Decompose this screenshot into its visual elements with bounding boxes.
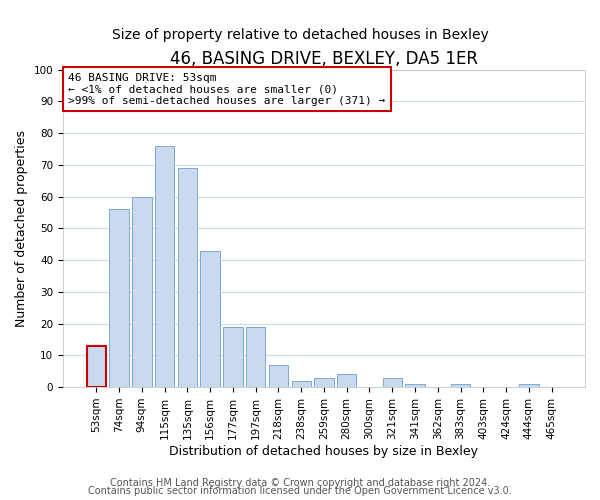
- Text: 46 BASING DRIVE: 53sqm
← <1% of detached houses are smaller (0)
>99% of semi-det: 46 BASING DRIVE: 53sqm ← <1% of detached…: [68, 72, 385, 106]
- Bar: [155, 146, 174, 387]
- Bar: [200, 250, 220, 387]
- Text: Size of property relative to detached houses in Bexley: Size of property relative to detached ho…: [112, 28, 488, 42]
- Bar: [406, 384, 425, 387]
- Bar: [132, 196, 152, 387]
- Bar: [109, 210, 129, 387]
- Bar: [337, 374, 356, 387]
- Bar: [178, 168, 197, 387]
- Bar: [223, 327, 242, 387]
- X-axis label: Distribution of detached houses by size in Bexley: Distribution of detached houses by size …: [169, 444, 478, 458]
- Bar: [383, 378, 402, 387]
- Title: 46, BASING DRIVE, BEXLEY, DA5 1ER: 46, BASING DRIVE, BEXLEY, DA5 1ER: [170, 50, 478, 68]
- Bar: [292, 380, 311, 387]
- Text: Contains HM Land Registry data © Crown copyright and database right 2024.: Contains HM Land Registry data © Crown c…: [110, 478, 490, 488]
- Bar: [246, 327, 265, 387]
- Bar: [519, 384, 539, 387]
- Text: Contains public sector information licensed under the Open Government Licence v3: Contains public sector information licen…: [88, 486, 512, 496]
- Bar: [314, 378, 334, 387]
- Bar: [269, 365, 288, 387]
- Y-axis label: Number of detached properties: Number of detached properties: [15, 130, 28, 327]
- Bar: [86, 346, 106, 387]
- Bar: [451, 384, 470, 387]
